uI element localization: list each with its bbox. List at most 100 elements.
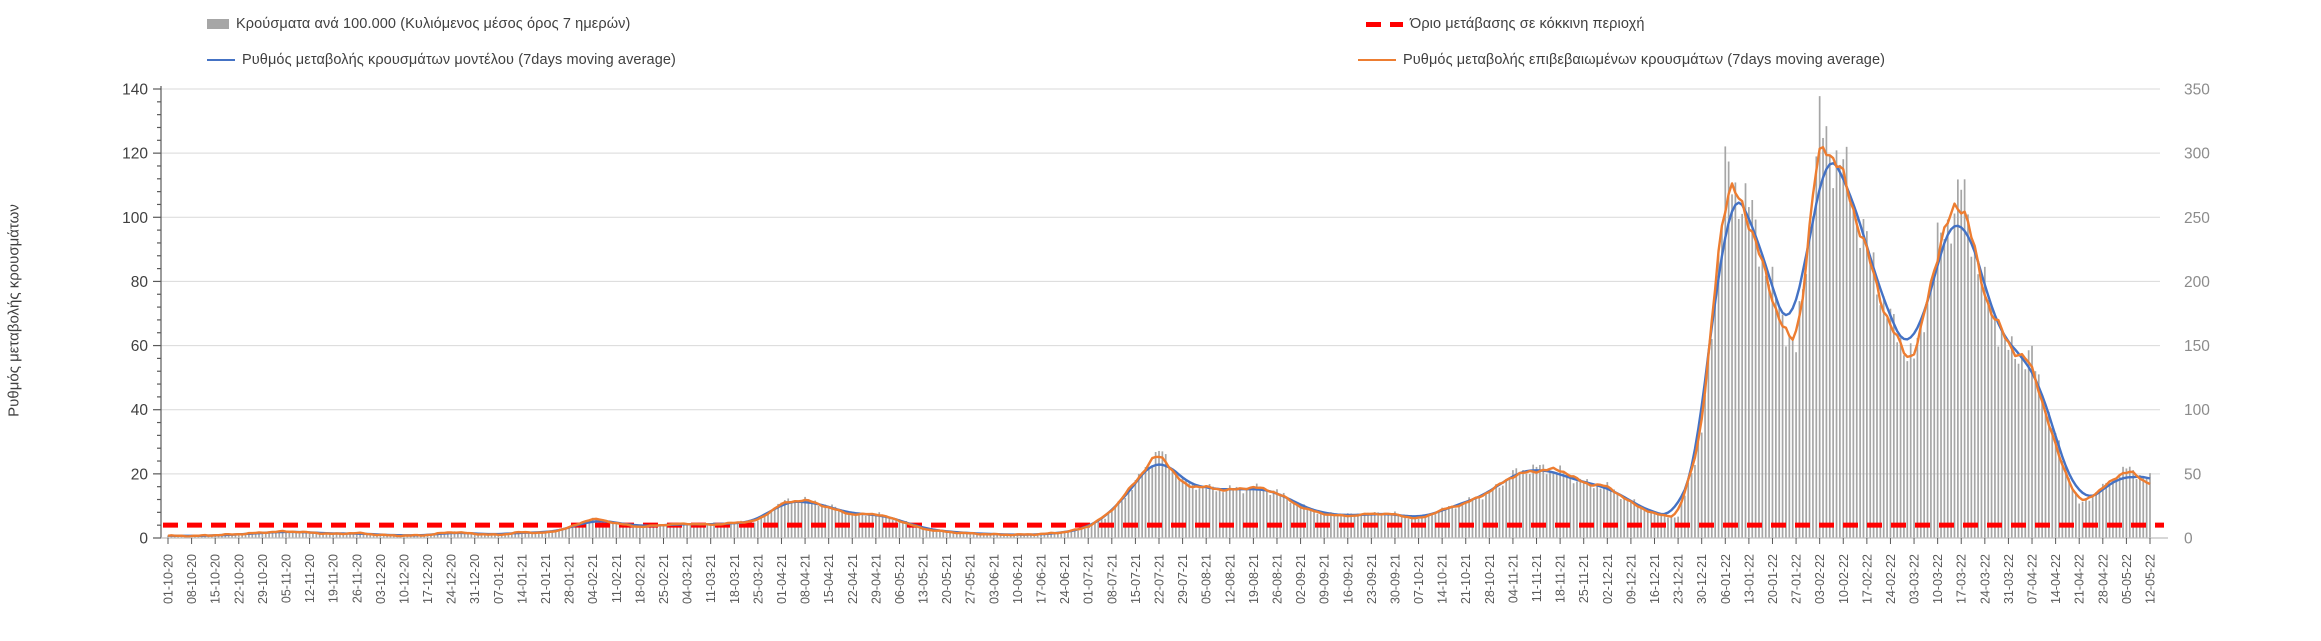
svg-text:10-12-20: 10-12-20	[397, 554, 411, 604]
svg-text:200: 200	[2184, 274, 2210, 291]
svg-text:17-02-22: 17-02-22	[1860, 554, 1874, 604]
svg-text:0: 0	[2184, 531, 2193, 548]
legend-item-confirmed-line: Ρυθμός μεταβολής επιβεβαιωμένων κρουσμάτ…	[1358, 51, 1885, 69]
svg-text:20-05-21: 20-05-21	[940, 554, 954, 604]
svg-text:02-09-21: 02-09-21	[1294, 554, 1308, 604]
svg-text:06-01-22: 06-01-22	[1719, 554, 1733, 604]
svg-text:23-09-21: 23-09-21	[1365, 554, 1379, 604]
svg-text:50: 50	[2184, 466, 2202, 483]
legend-label-cases-bars: Κρούσματα ανά 100.000 (Κυλιόμενος μέσος …	[236, 16, 631, 32]
svg-text:14-04-22: 14-04-22	[2049, 554, 2063, 604]
svg-text:150: 150	[2184, 338, 2210, 355]
svg-text:08-10-20: 08-10-20	[185, 554, 199, 604]
svg-text:05-11-20: 05-11-20	[279, 554, 293, 603]
svg-text:04-11-21: 04-11-21	[1506, 554, 1520, 603]
legend-item-cases-bars: Κρούσματα ανά 100.000 (Κυλιόμενος μέσος …	[207, 15, 630, 33]
svg-text:17-06-21: 17-06-21	[1035, 554, 1049, 604]
svg-text:08-07-21: 08-07-21	[1105, 554, 1119, 604]
svg-text:16-09-21: 16-09-21	[1341, 554, 1355, 604]
svg-text:26-11-20: 26-11-20	[350, 554, 364, 603]
legend-item-threshold: Όριο μετάβασης σε κόκκινη περιοχή	[1366, 15, 1645, 33]
svg-text:25-03-21: 25-03-21	[751, 554, 765, 604]
svg-text:17-12-20: 17-12-20	[421, 554, 435, 604]
svg-text:17-03-22: 17-03-22	[1955, 554, 1969, 604]
svg-text:26-08-21: 26-08-21	[1270, 554, 1284, 604]
svg-text:22-10-20: 22-10-20	[232, 554, 246, 604]
svg-text:20: 20	[131, 466, 149, 483]
svg-text:24-03-22: 24-03-22	[1978, 554, 1992, 604]
legend-label-confirmed-line: Ρυθμός μεταβολής επιβεβαιωμένων κρουσμάτ…	[1403, 52, 1886, 68]
svg-text:11-03-21: 11-03-21	[704, 554, 718, 603]
svg-text:23-12-21: 23-12-21	[1672, 554, 1686, 604]
svg-text:09-09-21: 09-09-21	[1318, 554, 1332, 604]
svg-text:31-12-20: 31-12-20	[468, 554, 482, 604]
svg-text:07-10-21: 07-10-21	[1412, 554, 1426, 604]
svg-text:28-10-21: 28-10-21	[1483, 554, 1497, 604]
svg-text:15-04-21: 15-04-21	[822, 554, 836, 604]
svg-text:100: 100	[122, 210, 148, 227]
svg-text:20-01-22: 20-01-22	[1766, 554, 1780, 604]
svg-text:24-02-22: 24-02-22	[1884, 554, 1898, 604]
svg-text:05-08-21: 05-08-21	[1200, 554, 1214, 604]
svg-text:15-07-21: 15-07-21	[1129, 554, 1143, 604]
legend-label-model-line: Ρυθμός μεταβολής κρουσμάτων μοντέλου (7d…	[242, 52, 676, 68]
svg-text:28-01-21: 28-01-21	[563, 554, 577, 604]
svg-text:16-12-21: 16-12-21	[1648, 554, 1662, 604]
svg-text:18-02-21: 18-02-21	[633, 554, 647, 604]
svg-text:07-01-21: 07-01-21	[492, 554, 506, 604]
svg-text:80: 80	[131, 274, 149, 291]
svg-text:0: 0	[139, 531, 148, 548]
svg-text:25-11-21: 25-11-21	[1577, 554, 1591, 603]
svg-text:18-03-21: 18-03-21	[728, 554, 742, 604]
svg-text:03-03-22: 03-03-22	[1908, 554, 1922, 604]
svg-text:22-04-21: 22-04-21	[846, 554, 860, 604]
svg-text:13-01-22: 13-01-22	[1742, 554, 1756, 604]
svg-text:40: 40	[131, 402, 149, 419]
red-dash-swatch-icon	[1366, 21, 1403, 27]
blue-line-swatch-icon	[207, 59, 235, 61]
svg-text:29-07-21: 29-07-21	[1176, 554, 1190, 604]
svg-text:05-05-22: 05-05-22	[2120, 554, 2134, 604]
svg-text:03-12-20: 03-12-20	[374, 554, 388, 604]
svg-text:18-11-21: 18-11-21	[1554, 554, 1568, 603]
svg-text:10-03-22: 10-03-22	[1931, 554, 1945, 604]
svg-text:25-02-21: 25-02-21	[657, 554, 671, 604]
svg-text:30-12-21: 30-12-21	[1695, 554, 1709, 604]
svg-text:250: 250	[2184, 210, 2210, 227]
svg-text:27-05-21: 27-05-21	[964, 554, 978, 604]
legend-item-model-line: Ρυθμός μεταβολής κρουσμάτων μοντέλου (7d…	[207, 51, 676, 69]
svg-text:03-02-22: 03-02-22	[1813, 554, 1827, 604]
svg-text:14-10-21: 14-10-21	[1436, 554, 1450, 604]
svg-text:140: 140	[122, 82, 148, 99]
svg-text:10-06-21: 10-06-21	[1011, 554, 1025, 604]
svg-text:01-04-21: 01-04-21	[775, 554, 789, 604]
svg-text:07-04-22: 07-04-22	[2026, 554, 2040, 604]
svg-text:12-05-22: 12-05-22	[2144, 554, 2158, 604]
svg-text:11-02-21: 11-02-21	[610, 554, 624, 603]
svg-text:22-07-21: 22-07-21	[1153, 554, 1167, 604]
svg-text:30-09-21: 30-09-21	[1388, 554, 1402, 604]
svg-text:12-11-20: 12-11-20	[303, 554, 317, 603]
svg-text:60: 60	[131, 338, 149, 355]
svg-text:10-02-22: 10-02-22	[1837, 554, 1851, 604]
svg-text:01-10-20: 01-10-20	[162, 554, 176, 604]
svg-text:02-12-21: 02-12-21	[1601, 554, 1615, 604]
svg-text:29-10-20: 29-10-20	[256, 554, 270, 604]
svg-text:21-10-21: 21-10-21	[1459, 554, 1473, 604]
svg-text:14-01-21: 14-01-21	[515, 554, 529, 604]
svg-text:24-12-20: 24-12-20	[445, 554, 459, 604]
orange-line-swatch-icon	[1358, 59, 1396, 61]
svg-text:28-04-22: 28-04-22	[2096, 554, 2110, 604]
legend-label-threshold: Όριο μετάβασης σε κόκκινη περιοχή	[1410, 16, 1645, 32]
svg-text:04-03-21: 04-03-21	[681, 554, 695, 604]
svg-text:300: 300	[2184, 146, 2210, 163]
svg-text:03-06-21: 03-06-21	[987, 554, 1001, 604]
svg-text:120: 120	[122, 146, 148, 163]
svg-text:350: 350	[2184, 82, 2210, 99]
svg-text:11-11-21: 11-11-21	[1530, 554, 1544, 602]
svg-text:06-05-21: 06-05-21	[893, 554, 907, 604]
svg-text:15-10-20: 15-10-20	[209, 554, 223, 604]
svg-text:27-01-22: 27-01-22	[1790, 554, 1804, 604]
svg-text:24-06-21: 24-06-21	[1058, 554, 1072, 604]
